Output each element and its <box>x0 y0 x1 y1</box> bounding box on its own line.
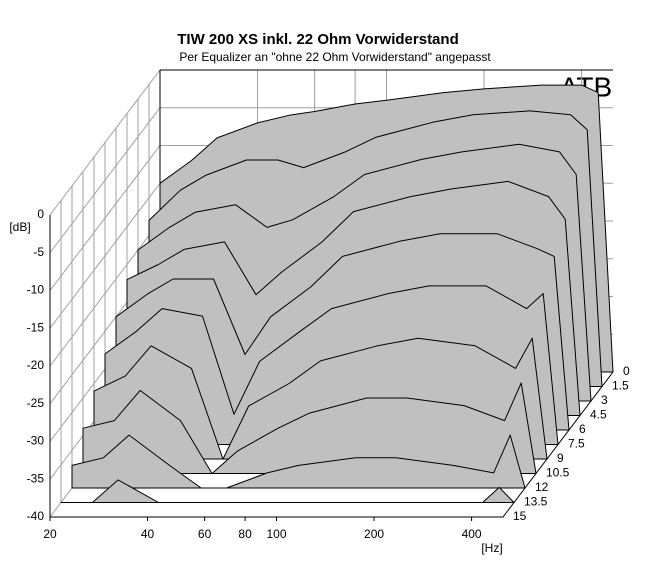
z-tick-label: 0 <box>623 364 630 378</box>
chart-title: TIW 200 XS inkl. 22 Ohm Vorwiderstand <box>177 31 458 48</box>
z-tick-label: 15 <box>513 509 527 523</box>
z-tick-label: 12 <box>535 480 549 494</box>
y-tick-label: -20 <box>27 358 45 372</box>
x-tick-label: 80 <box>238 527 252 541</box>
x-tick-label: 400 <box>462 527 482 541</box>
x-tick-label: 200 <box>364 527 384 541</box>
y-tick-label: -5 <box>33 245 44 259</box>
z-tick-label: 3 <box>601 393 608 407</box>
slice <box>60 479 515 503</box>
x-tick-label: 20 <box>43 527 57 541</box>
chart-subtitle: Per Equalizer an "ohne 22 Ohm Vorwiderst… <box>179 50 491 64</box>
x-axis-label: [Hz] <box>481 541 502 555</box>
z-tick-label: 6 <box>579 422 586 436</box>
y-tick-label: 0 <box>37 207 44 221</box>
y-axis-label: [dB] <box>9 220 30 234</box>
y-tick-label: -35 <box>27 471 45 485</box>
z-tick-label: 1.5 <box>612 379 629 393</box>
z-tick-label: 10.5 <box>546 466 570 480</box>
z-tick-label: 13.5 <box>524 495 548 509</box>
z-tick-label: 4.5 <box>590 408 607 422</box>
x-tick-label: 60 <box>198 527 212 541</box>
x-tick-label: 40 <box>141 527 155 541</box>
z-tick-label: 9 <box>557 451 564 465</box>
x-tick-label: 100 <box>266 527 286 541</box>
y-tick-label: -10 <box>27 283 45 297</box>
z-tick-label: 7.5 <box>568 437 585 451</box>
y-tick-label: -25 <box>27 396 45 410</box>
z-axis <box>502 371 614 518</box>
y-tick-label: -30 <box>27 434 45 448</box>
slice <box>82 382 537 474</box>
y-tick-label: -40 <box>27 509 45 523</box>
slice <box>71 434 526 489</box>
y-tick-label: -15 <box>27 320 45 334</box>
